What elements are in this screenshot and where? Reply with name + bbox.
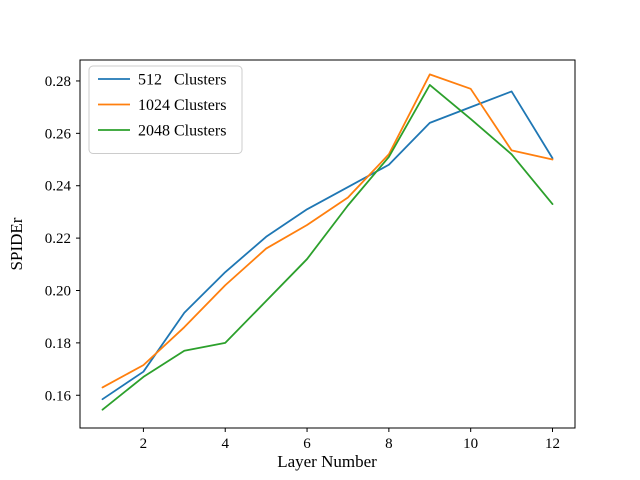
y-tick-label: 0.24	[45, 179, 72, 195]
legend-label: 2048 Clusters	[138, 123, 226, 140]
series-line-2048-clusters	[101, 83, 554, 411]
series-line-1024-clusters	[101, 73, 554, 389]
y-tick-label: 0.28	[45, 74, 71, 90]
series-line-512-clusters	[101, 90, 554, 401]
legend: 512 Clusters 1024 Clusters 2048 Clusters	[88, 65, 243, 154]
y-axis-ticks: 0.16 0.18 0.20 0.22 0.24 0.26 0.28	[45, 74, 80, 404]
y-axis-title: SPIDEr	[7, 217, 26, 270]
data-series-lines	[101, 73, 554, 411]
y-tick-label: 0.26	[45, 126, 72, 142]
x-tick-label: 10	[463, 436, 478, 452]
legend-label: 512 Clusters	[138, 72, 226, 89]
y-tick-label: 0.18	[45, 336, 71, 352]
x-tick-label: 8	[385, 436, 393, 452]
x-axis-ticks: 2 4 6 8 10 12	[140, 428, 560, 452]
x-tick-label: 2	[140, 436, 148, 452]
legend-label: 1024 Clusters	[138, 97, 226, 114]
x-tick-label: 6	[303, 436, 311, 452]
x-axis-title: Layer Number	[277, 452, 377, 471]
y-tick-label: 0.16	[45, 388, 72, 404]
plot-border	[79, 59, 576, 429]
y-tick-label: 0.20	[45, 283, 71, 299]
x-tick-label: 4	[221, 436, 229, 452]
y-tick-label: 0.22	[45, 231, 71, 247]
x-tick-label: 12	[545, 436, 560, 452]
legend-box	[88, 65, 243, 154]
